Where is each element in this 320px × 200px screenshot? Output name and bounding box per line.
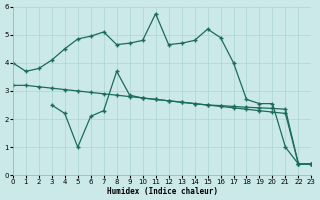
X-axis label: Humidex (Indice chaleur): Humidex (Indice chaleur) [107,187,218,196]
